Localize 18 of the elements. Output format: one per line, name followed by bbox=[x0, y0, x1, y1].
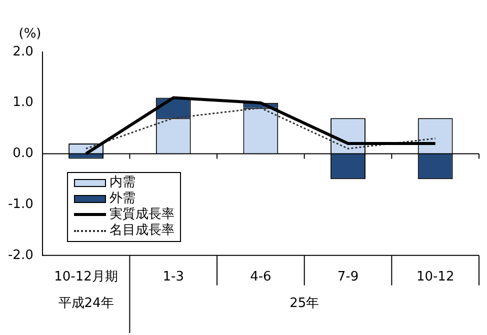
text: 平成24年 bbox=[58, 296, 114, 311]
text: 25年 bbox=[290, 296, 320, 311]
legend-label: 実質成長率 bbox=[109, 206, 174, 223]
line-series bbox=[85, 107, 436, 150]
y-tick-label: -2.0 bbox=[8, 248, 34, 263]
x-tick-label: 7-9 bbox=[337, 270, 359, 285]
y-tick-label: 1.0 bbox=[12, 95, 34, 110]
x-tick-label: 10-12月期 bbox=[54, 270, 118, 285]
y-tick-label: 2.0 bbox=[12, 44, 34, 60]
x-tick-label: 10-12 bbox=[416, 270, 454, 285]
legend-label: 名目成長率 bbox=[109, 222, 174, 239]
y-tick-label: -1.0 bbox=[8, 196, 34, 212]
x-tick-label: 1-3 bbox=[162, 270, 184, 285]
y-tick-label: 0.0 bbox=[12, 146, 34, 162]
legend-label: 内需 bbox=[109, 174, 136, 191]
x-tick-label: 4-6 bbox=[250, 270, 272, 285]
y-axis-title: (%) bbox=[18, 26, 42, 42]
legend-label: 外需 bbox=[109, 190, 136, 207]
